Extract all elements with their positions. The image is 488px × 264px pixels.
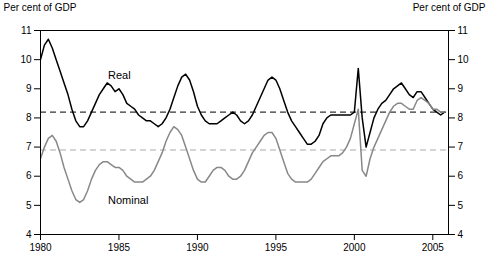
svg-text:6: 6	[26, 170, 32, 181]
svg-text:4: 4	[458, 229, 464, 240]
svg-text:10: 10	[458, 54, 470, 65]
svg-text:4: 4	[26, 229, 32, 240]
svg-text:5: 5	[458, 200, 464, 211]
svg-text:9: 9	[458, 83, 464, 94]
svg-text:5: 5	[26, 200, 32, 211]
svg-text:1995: 1995	[265, 242, 288, 253]
svg-text:Nominal: Nominal	[108, 194, 148, 206]
svg-text:1980: 1980	[29, 242, 52, 253]
svg-text:11: 11	[21, 25, 32, 36]
svg-text:10: 10	[20, 54, 32, 65]
svg-text:7: 7	[26, 141, 32, 152]
svg-text:Per cent of GDP: Per cent of GDP	[4, 2, 77, 13]
svg-text:1985: 1985	[108, 242, 131, 253]
svg-text:9: 9	[26, 83, 32, 94]
svg-text:8: 8	[26, 112, 32, 123]
svg-text:Per cent of GDP: Per cent of GDP	[413, 2, 486, 13]
svg-text:7: 7	[458, 141, 464, 152]
svg-text:1990: 1990	[186, 242, 209, 253]
svg-text:8: 8	[458, 112, 464, 123]
svg-text:2000: 2000	[343, 242, 366, 253]
svg-text:2005: 2005	[422, 242, 445, 253]
svg-text:11: 11	[458, 25, 469, 36]
svg-text:Real: Real	[108, 69, 131, 81]
svg-text:6: 6	[458, 170, 464, 181]
